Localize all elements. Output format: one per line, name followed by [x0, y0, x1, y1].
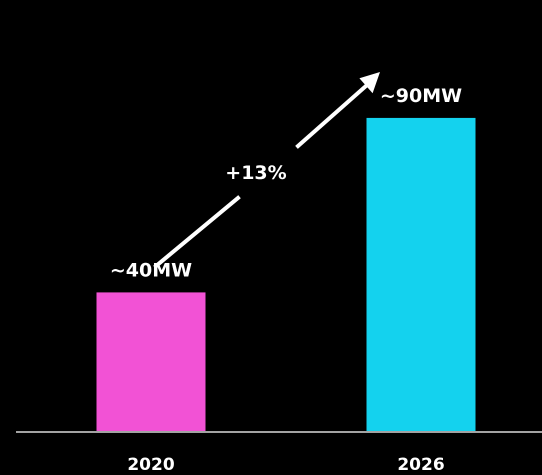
value-labels-group: ~40MW ~90MW [110, 85, 462, 281]
arrow-head-icon [359, 72, 380, 94]
growth-annotation: +13% [225, 162, 286, 184]
growth-arrow [153, 72, 380, 269]
value-label-2020: ~40MW [110, 259, 192, 281]
bar-2020 [96, 292, 206, 432]
bar-2026 [366, 117, 476, 432]
tick-labels-group: 2020 2026 [127, 455, 444, 475]
value-label-2026: ~90MW [380, 85, 462, 107]
arrow-line-upper [295, 83, 369, 149]
arrow-line-lower [153, 195, 241, 269]
bars-group [96, 117, 476, 432]
x-tick-label-2026: 2026 [397, 455, 444, 475]
x-tick-label-2020: 2020 [127, 455, 174, 475]
